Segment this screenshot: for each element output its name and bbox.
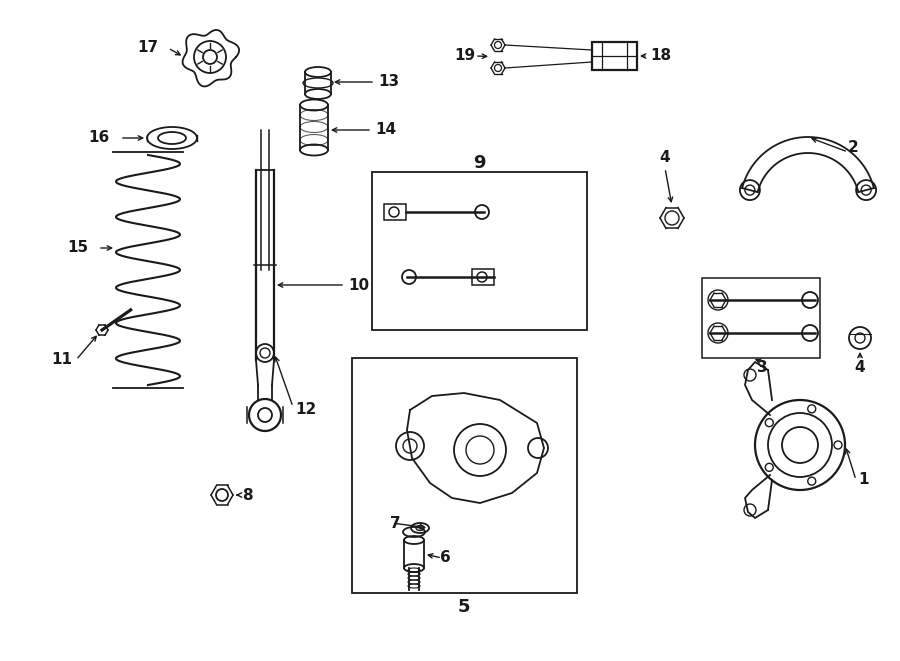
Text: 19: 19 <box>454 48 475 63</box>
Text: 6: 6 <box>440 551 451 566</box>
Text: 12: 12 <box>295 403 316 418</box>
Bar <box>384 204 406 220</box>
Text: 7: 7 <box>390 516 400 531</box>
Text: 14: 14 <box>375 122 396 137</box>
Text: 10: 10 <box>348 278 369 293</box>
Bar <box>372 172 587 330</box>
Text: 16: 16 <box>89 130 110 145</box>
Bar <box>592 42 637 70</box>
Text: 17: 17 <box>137 40 158 56</box>
Text: 4: 4 <box>660 151 670 165</box>
Text: 2: 2 <box>848 141 859 155</box>
Text: 15: 15 <box>67 241 88 256</box>
Text: 18: 18 <box>650 48 671 63</box>
Bar <box>472 269 494 285</box>
Text: 5: 5 <box>458 598 470 616</box>
Text: 9: 9 <box>472 154 485 172</box>
Text: 1: 1 <box>858 473 868 488</box>
Text: 13: 13 <box>378 75 399 89</box>
Bar <box>352 358 577 593</box>
Text: 3: 3 <box>757 360 768 375</box>
Text: 4: 4 <box>855 360 865 375</box>
Text: 8: 8 <box>242 488 253 502</box>
Text: 11: 11 <box>51 352 72 368</box>
Bar <box>702 278 820 358</box>
